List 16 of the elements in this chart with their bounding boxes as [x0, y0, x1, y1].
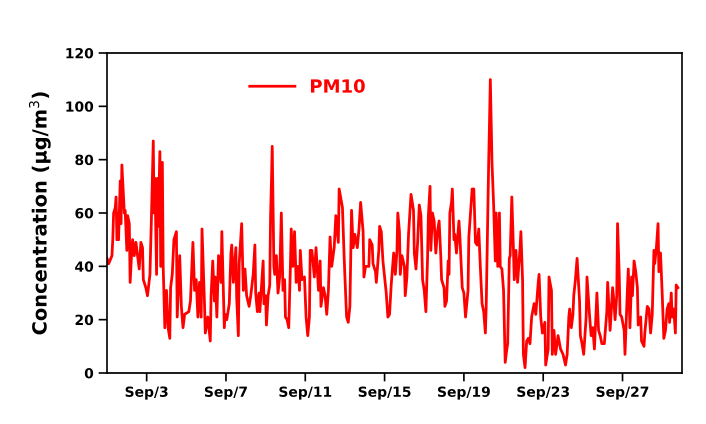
x-tick-label: Sep/7 — [204, 386, 247, 400]
x-tick-label: Sep/23 — [517, 386, 569, 400]
y-tick-label: 80 — [75, 154, 94, 166]
y-axis-title: Concentration (µg/m$^{3}$) — [28, 92, 51, 334]
y-tick-label: 60 — [75, 208, 94, 218]
x-tick-label: Sep/19 — [438, 386, 490, 400]
y-tick-label: 40 — [75, 261, 94, 272]
x-tick-label: Sep/11 — [279, 386, 332, 400]
y-tick-label: 20 — [76, 314, 94, 326]
x-tick-label: Sep/15 — [358, 386, 410, 400]
legend-label: PM10 — [310, 79, 365, 93]
x-tick-label: Sep/3 — [126, 386, 168, 400]
y-tick-label: 120 — [66, 48, 94, 58]
x-tick-label: Sep/27 — [596, 386, 648, 400]
y-tick-label: 0 — [84, 368, 94, 378]
y-tick-label: 100 — [66, 101, 94, 112]
